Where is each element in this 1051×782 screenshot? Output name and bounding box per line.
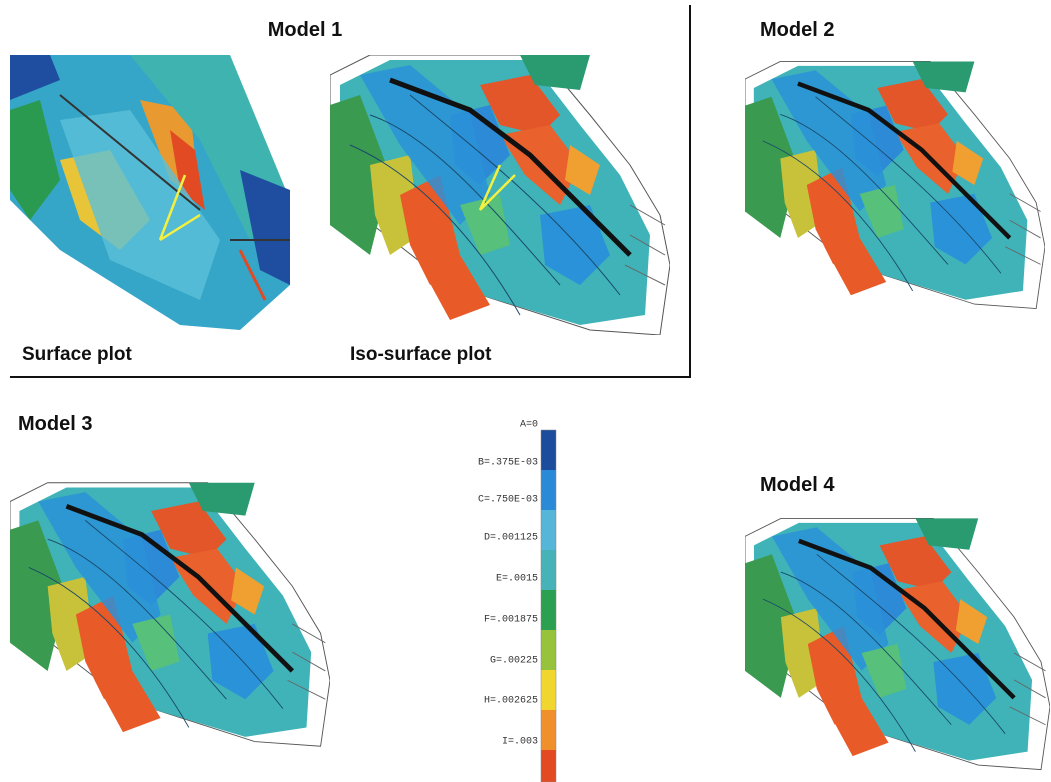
model-title: Model 1 [268, 19, 342, 41]
legend-label: B=.375E-03 [478, 458, 538, 469]
legend-swatch [541, 750, 556, 782]
legend-swatch [541, 670, 556, 710]
color-legend: A=0 B=.375E-03 C=.750E-03 D=.001125 E=.0015 F… [478, 420, 556, 782]
legend-swatch [541, 590, 556, 630]
legend-label: F=.001875 [484, 615, 538, 626]
legend-label: H=.002625 [484, 696, 538, 707]
legend-swatch [541, 550, 556, 590]
iso-surface-plot [330, 55, 670, 335]
surface-plot [10, 55, 290, 330]
page: {"titles": ["Model 1", "Model 2", "Model… [0, 0, 1051, 782]
caption: Iso-surface plot [350, 344, 492, 365]
legend-label: E=.0015 [496, 574, 538, 585]
legend-swatch [541, 630, 556, 670]
model-title: Model 4 [760, 474, 835, 496]
legend-label: A=0 [520, 420, 538, 431]
legend-swatch [541, 470, 556, 510]
legend-swatch [541, 430, 556, 470]
legend-label: C=.750E-03 [478, 495, 538, 506]
model-title: Model 2 [760, 19, 834, 41]
legend-swatch [541, 710, 556, 750]
caption: Surface plot [22, 344, 132, 365]
legend-label: D=.001125 [484, 533, 538, 544]
legend-label: G=.00225 [490, 656, 538, 667]
legend-swatch [541, 510, 556, 550]
model-title: Model 3 [18, 413, 92, 435]
legend-label: I=.003 [502, 737, 538, 748]
figure: Model 1 Surface plot Iso-surface plot Mo… [0, 0, 1051, 782]
model-3-plot [10, 483, 330, 747]
model-2-plot [745, 61, 1045, 308]
model-4-plot [745, 518, 1050, 769]
